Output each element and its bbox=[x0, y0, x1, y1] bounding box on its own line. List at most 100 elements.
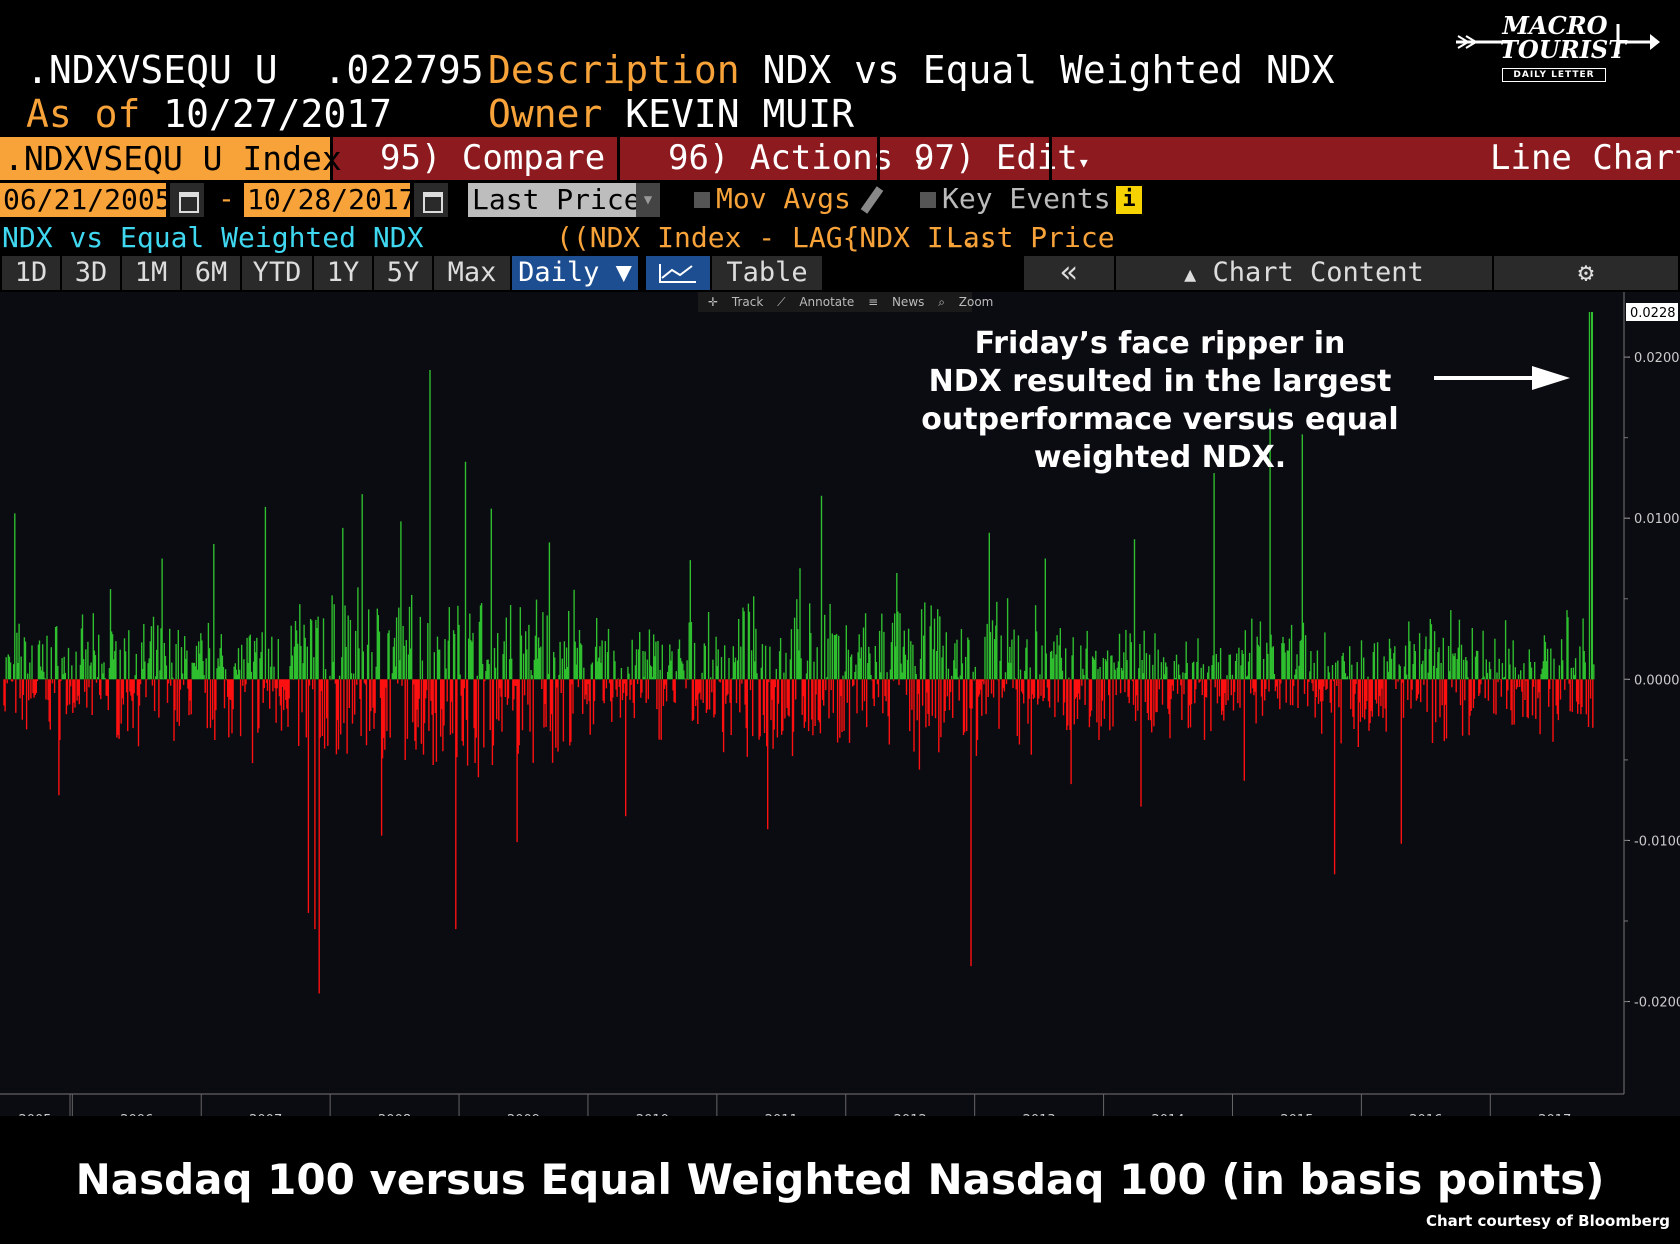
macro-tourist-logo: MACRO TOURIST DAILY LETTER bbox=[1450, 10, 1662, 90]
bar-chart: 0.0200 0.0100 0.0000 -0.0100 -0.0200 0.0228 20… bbox=[0, 292, 1680, 1116]
x-tick-label: 2010 bbox=[636, 1113, 669, 1116]
chart-content-icon: ▲ bbox=[1184, 262, 1197, 286]
divider bbox=[877, 137, 880, 180]
tab-max[interactable]: Max bbox=[434, 256, 510, 290]
tab-3d[interactable]: 3D bbox=[62, 256, 120, 290]
collapse-icon[interactable]: « bbox=[1024, 256, 1114, 290]
series-formula: ((NDX Index - LAG{NDX I... bbox=[556, 221, 995, 254]
logo-arrow-icon bbox=[1456, 24, 1660, 54]
logo-line-1: MACRO bbox=[1502, 11, 1608, 40]
chart-content-button[interactable]: ▲ Chart Content bbox=[1116, 256, 1492, 290]
tab-6m[interactable]: 6M bbox=[182, 256, 240, 290]
edit-label: 97) Edit bbox=[914, 138, 1078, 178]
edit-button[interactable]: 97) Edit▾ bbox=[914, 137, 1090, 180]
legend-row: NDX vs Equal Weighted NDX ((NDX Index - … bbox=[0, 220, 1680, 256]
description-value: NDX vs Equal Weighted NDX bbox=[762, 48, 1335, 92]
actions-label: 96) Actions bbox=[668, 138, 894, 178]
annotation-line-1: Friday’s face ripper in bbox=[974, 326, 1346, 361]
annotate-tool[interactable]: ⟋ Annotate bbox=[777, 292, 854, 312]
track-tool[interactable]: ✛ Track bbox=[708, 292, 763, 312]
annotation-text: Friday’s face ripper in NDX resulted in … bbox=[910, 325, 1410, 477]
asof-line: As of 10/27/2017 bbox=[26, 92, 392, 136]
pencil-icon[interactable] bbox=[860, 186, 884, 214]
y-tick-label: -0.0200 bbox=[1634, 996, 1680, 1011]
owner-value: KEVIN MUIR bbox=[625, 92, 855, 136]
compare-button[interactable]: 95) Compare bbox=[380, 138, 606, 178]
divider bbox=[1049, 137, 1052, 180]
divider bbox=[330, 137, 333, 180]
gear-icon[interactable]: ⚙ bbox=[1494, 256, 1678, 290]
end-date-input[interactable]: 10/28/2017 bbox=[244, 183, 416, 217]
chevron-down-icon: ▾ bbox=[913, 150, 926, 174]
actions-button[interactable]: 96) Actions ▾ bbox=[668, 137, 926, 180]
chevron-down-icon[interactable]: ▼ bbox=[636, 183, 660, 217]
news-label: News bbox=[891, 295, 925, 309]
x-tick-label: 2005 bbox=[18, 1113, 51, 1116]
annotation-arrow-icon bbox=[1434, 366, 1570, 390]
zoom-tool[interactable]: ⌕ Zoom bbox=[938, 292, 993, 312]
x-tick-label: 2006 bbox=[120, 1113, 153, 1116]
description-line: Description NDX vs Equal Weighted NDX bbox=[488, 48, 1335, 92]
x-tick-label: 2015 bbox=[1280, 1113, 1313, 1116]
tab-1y[interactable]: 1Y bbox=[314, 256, 372, 290]
series-name: NDX vs Equal Weighted NDX bbox=[2, 221, 424, 254]
info-icon[interactable]: i bbox=[1116, 186, 1142, 214]
y-tick-label: 0.0100 bbox=[1634, 512, 1680, 527]
calendar-icon[interactable] bbox=[414, 183, 448, 217]
chart-title: Nasdaq 100 versus Equal Weighted Nasdaq … bbox=[75, 1155, 1605, 1204]
index-ticker-field[interactable]: .NDXVSEQU U Index bbox=[0, 137, 342, 180]
x-tick-label: 2011 bbox=[765, 1113, 798, 1116]
x-tick-label: 2016 bbox=[1409, 1113, 1442, 1116]
calendar-icon[interactable] bbox=[170, 183, 204, 217]
track-label: Track bbox=[731, 295, 764, 309]
annotate-label: Annotate bbox=[799, 295, 855, 309]
bars-group bbox=[3, 312, 1595, 994]
x-tick-label: 2017 bbox=[1538, 1113, 1571, 1116]
x-tick-label: 2012 bbox=[894, 1113, 927, 1116]
annotation-line-4: weighted NDX. bbox=[1033, 440, 1287, 475]
price-field-select[interactable]: Last Price bbox=[468, 183, 660, 217]
tab-ytd[interactable]: YTD bbox=[242, 256, 312, 290]
news-tool[interactable]: ≡ News bbox=[868, 292, 924, 312]
x-tick-label: 2008 bbox=[378, 1113, 411, 1116]
start-date-input[interactable]: 06/21/2005 bbox=[0, 183, 172, 217]
logo-text: MACRO TOURIST bbox=[1500, 11, 1626, 62]
tab-table[interactable]: Table bbox=[712, 256, 822, 290]
last-value-tag-label: 0.0228 bbox=[1630, 306, 1676, 321]
date-range-row: 06/21/2005 - 10/28/2017 Last Price ▼ Mov… bbox=[0, 180, 1680, 220]
tab-5y[interactable]: 5Y bbox=[374, 256, 432, 290]
header-line-1: .NDXVSEQU U .022795 bbox=[26, 48, 484, 92]
divider bbox=[617, 137, 620, 180]
frequency-dropdown[interactable]: Daily ▼ bbox=[512, 256, 638, 290]
y-tick-label: 0.0000 bbox=[1634, 673, 1680, 688]
chart-courtesy: Chart courtesy of Bloomberg bbox=[1425, 1212, 1670, 1230]
chart-mini-toolbar: ✛ Track ⟋ Annotate ≡ News ⌕ Zoom bbox=[698, 292, 993, 312]
x-tick-label: 2007 bbox=[249, 1113, 282, 1116]
mov-avgs-label: Mov Avgs bbox=[716, 182, 851, 215]
annotation-line-3: outperformace versus equal bbox=[921, 402, 1399, 437]
logo-subtitle: DAILY LETTER bbox=[1502, 68, 1606, 82]
function-bar: .NDXVSEQU U Index 95) Compare 96) Action… bbox=[0, 137, 1680, 180]
ticker-code: .NDXVSEQU U bbox=[26, 48, 278, 92]
chart-type-label[interactable]: Line Chart bbox=[1490, 138, 1680, 178]
zoom-label: Zoom bbox=[958, 295, 994, 309]
owner-line: Owner KEVIN MUIR bbox=[488, 92, 854, 136]
key-events-checkbox[interactable] bbox=[920, 192, 936, 208]
y-tick-label: 0.0200 bbox=[1634, 351, 1680, 366]
asof-label: As of bbox=[26, 92, 141, 136]
tab-1d[interactable]: 1D bbox=[2, 256, 60, 290]
date-dash: - bbox=[218, 182, 235, 215]
last-value-tag bbox=[1626, 303, 1678, 321]
x-tick-label: 2009 bbox=[507, 1113, 540, 1116]
y-tick-label: -0.0100 bbox=[1634, 834, 1680, 849]
line-chart-icon[interactable] bbox=[646, 256, 710, 290]
x-tick-label: 2013 bbox=[1023, 1113, 1056, 1116]
chart-area[interactable]: 0.0200 0.0100 0.0000 -0.0100 -0.0200 0.0228 20… bbox=[0, 292, 1680, 1116]
key-events-label: Key Events bbox=[942, 182, 1111, 215]
asof-value: 10/27/2017 bbox=[163, 92, 393, 136]
tab-1m[interactable]: 1M bbox=[122, 256, 180, 290]
mov-avgs-checkbox[interactable] bbox=[694, 192, 710, 208]
series-field: Last Price bbox=[946, 221, 1115, 254]
annotation-line-2: NDX resulted in the largest bbox=[928, 364, 1392, 399]
security-header: .NDXVSEQU U .022795 Description NDX vs E… bbox=[0, 0, 1680, 137]
